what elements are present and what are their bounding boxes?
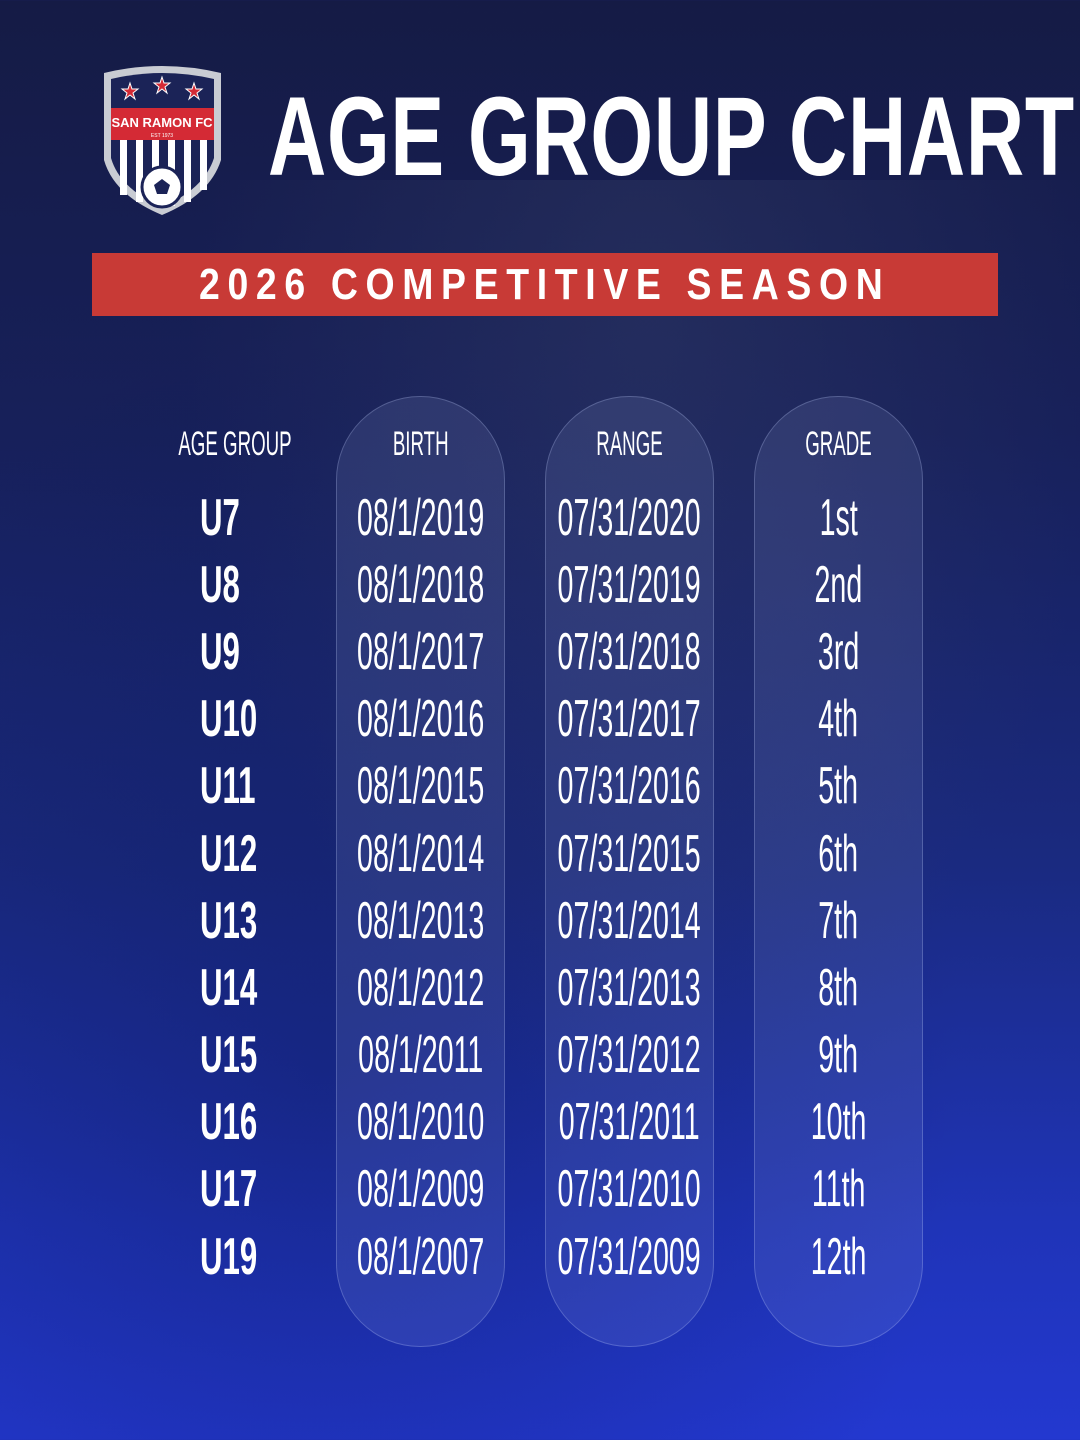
age-column: AGE GROUP U7 U8 U9 U10 U11 U12 U13 U14 U15 U16 U17 U…: [150, 420, 320, 1290]
mountain-background: [0, 180, 1080, 1440]
birth-cell: 08/1/2011: [357, 1026, 484, 1085]
birth-cell: 08/1/2017: [356, 622, 485, 681]
birth-cell: 08/1/2009: [356, 1160, 485, 1219]
birth-cell: 08/1/2016: [356, 690, 485, 749]
header-range: RANGE: [596, 424, 663, 463]
birth-cell: 08/1/2010: [356, 1093, 485, 1152]
age-cell: U12: [200, 824, 258, 883]
svg-text:EST 1973: EST 1973: [151, 133, 173, 139]
header-grade: GRADE: [805, 424, 872, 463]
range-cell: 07/31/2017: [557, 690, 702, 749]
grade-cell: 1st: [819, 488, 858, 547]
grade-cell: 2nd: [814, 555, 863, 614]
birth-cell: 08/1/2019: [356, 488, 485, 547]
grade-cell: 5th: [818, 757, 859, 816]
range-column-panel: [545, 396, 714, 1347]
page-title: AGE GROUP CHART: [268, 74, 1075, 199]
age-cell: U14: [200, 958, 258, 1017]
range-cell: 07/31/2014: [557, 891, 702, 950]
age-cell: U13: [200, 891, 258, 950]
birth-cell: 08/1/2013: [356, 891, 485, 950]
age-cell: U11: [200, 757, 256, 816]
birth-cell: 08/1/2007: [356, 1227, 485, 1286]
grade-cell: 7th: [818, 891, 859, 950]
birth-cell: 08/1/2014: [356, 824, 485, 883]
grade-cell: 10th: [810, 1093, 867, 1152]
range-cell: 07/31/2018: [557, 622, 702, 681]
birth-column-panel: [336, 396, 505, 1347]
range-cell: 07/31/2010: [557, 1160, 702, 1219]
age-cell: U17: [200, 1160, 258, 1219]
header-birth: BIRTH: [392, 424, 449, 463]
birth-cell: 08/1/2012: [356, 958, 485, 1017]
age-cell: U19: [200, 1227, 258, 1286]
header-age: AGE GROUP: [178, 424, 292, 463]
grade-cell: 6th: [818, 824, 859, 883]
range-cell: 07/31/2013: [557, 958, 702, 1017]
san-ramon-fc-crest-logo: SAN RAMON FC EST 1973: [104, 66, 221, 215]
range-cell: 07/31/2020: [557, 488, 702, 547]
age-cell: U15: [200, 1026, 258, 1085]
svg-text:SAN RAMON FC: SAN RAMON FC: [111, 115, 213, 130]
grade-column: GRADE 1st 2nd 3rd 4th 5th 6th 7th 8th 9th 10th 11th…: [754, 420, 923, 1290]
birth-cell: 08/1/2015: [356, 757, 485, 816]
age-cell: U9: [200, 622, 240, 681]
range-cell: 07/31/2012: [557, 1026, 702, 1085]
grade-column-panel: [754, 396, 923, 1347]
birth-cell: 08/1/2018: [356, 555, 485, 614]
grade-cell: 12th: [810, 1227, 867, 1286]
range-cell: 07/31/2019: [557, 555, 702, 614]
grade-cell: 4th: [818, 690, 859, 749]
grade-cell: 3rd: [817, 622, 860, 681]
range-cell: 07/31/2011: [558, 1093, 701, 1152]
birth-column: BIRTH 08/1/2019 08/1/2018 08/1/2017 08/1/201…: [336, 420, 505, 1290]
range-cell: 07/31/2016: [557, 757, 702, 816]
age-cell: U7: [200, 488, 240, 547]
age-cell: U16: [200, 1093, 258, 1152]
range-cell: 07/31/2015: [557, 824, 702, 883]
range-column: RANGE 07/31/2020 07/31/2019 07/31/2018 07/31…: [545, 420, 714, 1290]
season-banner: 2026 COMPETITIVE SEASON: [92, 253, 998, 316]
grade-cell: 8th: [818, 958, 859, 1017]
age-cell: U8: [200, 555, 240, 614]
grade-cell: 11th: [811, 1160, 866, 1219]
grade-cell: 9th: [818, 1026, 859, 1085]
range-cell: 07/31/2009: [557, 1227, 702, 1286]
age-cell: U10: [200, 690, 258, 749]
